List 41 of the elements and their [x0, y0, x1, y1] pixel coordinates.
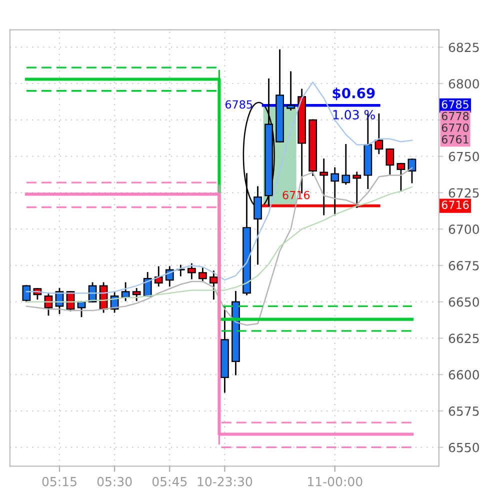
x-tick-label: 11-00:00: [308, 476, 362, 486]
candlestick: [154, 266, 163, 287]
candlestick: [396, 162, 406, 192]
x-tick-label: 05:45: [152, 476, 187, 486]
y-tick-label: 6700: [448, 224, 479, 234]
x-tick-label: 10-23:30: [198, 476, 252, 486]
candlestick: [342, 144, 350, 185]
candlestick: [408, 158, 416, 184]
candlestick: [374, 113, 384, 154]
text: 6770: [442, 124, 469, 132]
y-tick-label: 6625: [448, 334, 479, 344]
text: 6761: [442, 135, 468, 144]
x-tick-label: 05:30: [97, 476, 132, 486]
text: 6778: [442, 112, 469, 120]
ref-line-label: 6716: [282, 190, 310, 200]
y-tick-label: 6800: [448, 79, 479, 89]
candlestick: [198, 268, 207, 282]
candlestick: [210, 270, 218, 300]
candlestick: [320, 158, 328, 216]
candlestick: [132, 288, 141, 302]
candlestick: [352, 172, 362, 208]
text: 6716: [442, 200, 469, 210]
annotation: $0.69: [332, 88, 375, 100]
y-tick-label: 6600: [448, 370, 479, 380]
candlestick: [121, 282, 130, 302]
text: 6785: [442, 100, 468, 109]
x-tick-label: 05:15: [42, 476, 76, 486]
annotation: 1.03 %: [333, 110, 375, 120]
candlestick: [330, 167, 340, 216]
candlestick: [386, 148, 394, 174]
y-tick-label: 6725: [448, 188, 479, 198]
ref-line-label: 6785: [225, 100, 252, 109]
candlestick: [22, 285, 31, 303]
y-tick-label: 6825: [448, 42, 479, 52]
candlestick: [187, 263, 196, 280]
y-tick-label: 6550: [448, 442, 479, 452]
y-tick-label: 6675: [448, 260, 479, 270]
y-tick-label: 6650: [448, 297, 479, 307]
candlestick: [286, 71, 295, 110]
y-tick-label: 6575: [448, 406, 479, 416]
y-tick-label: 6750: [448, 152, 479, 162]
